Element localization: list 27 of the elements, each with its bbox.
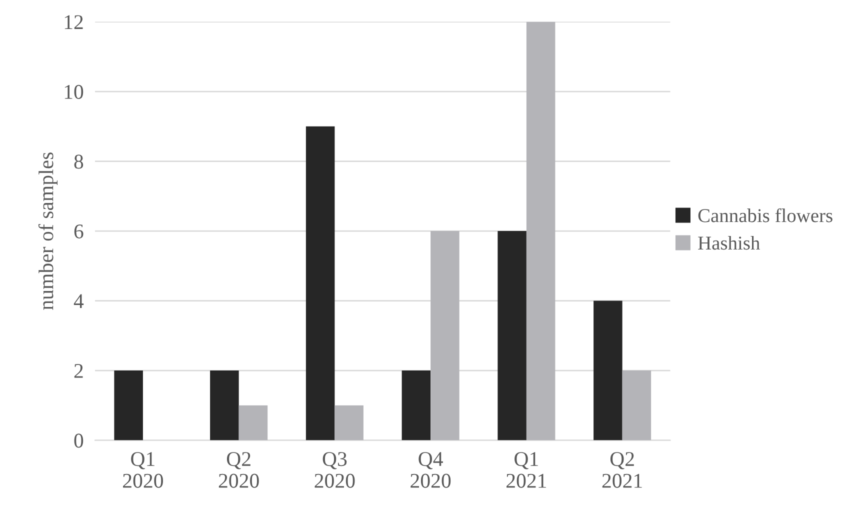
x-tick-label: Q2 2020 bbox=[218, 452, 259, 488]
legend-label: Cannabis flowers bbox=[698, 208, 832, 222]
bar bbox=[430, 231, 460, 440]
bar bbox=[594, 300, 622, 440]
y-tick-label: 12 bbox=[64, 15, 83, 29]
x-tick-label: Q3 2020 bbox=[314, 452, 355, 488]
bar bbox=[402, 370, 431, 440]
legend-label: Hashish bbox=[698, 236, 760, 250]
bar bbox=[114, 370, 143, 440]
bar bbox=[622, 370, 652, 440]
y-tick-label: 10 bbox=[64, 84, 84, 99]
bar bbox=[334, 405, 364, 440]
y-tick-label: 6 bbox=[74, 224, 84, 238]
y-tick-label: 2 bbox=[74, 364, 83, 378]
x-tick-label: Q4 2020 bbox=[410, 452, 451, 488]
bar bbox=[238, 405, 268, 440]
bar bbox=[526, 22, 556, 440]
y-axis-title: number of samples bbox=[38, 152, 58, 310]
y-tick-label: 0 bbox=[74, 434, 84, 448]
bar bbox=[498, 231, 526, 440]
x-tick-label: Q1 2020 bbox=[123, 452, 163, 488]
y-tick-label: 8 bbox=[74, 154, 84, 169]
x-tick-label: Q1 2021 bbox=[506, 452, 546, 488]
x-tick-label: Q2 2021 bbox=[602, 452, 642, 488]
bar bbox=[306, 126, 335, 440]
bar bbox=[210, 370, 239, 440]
y-tick-label: 4 bbox=[74, 294, 84, 308]
